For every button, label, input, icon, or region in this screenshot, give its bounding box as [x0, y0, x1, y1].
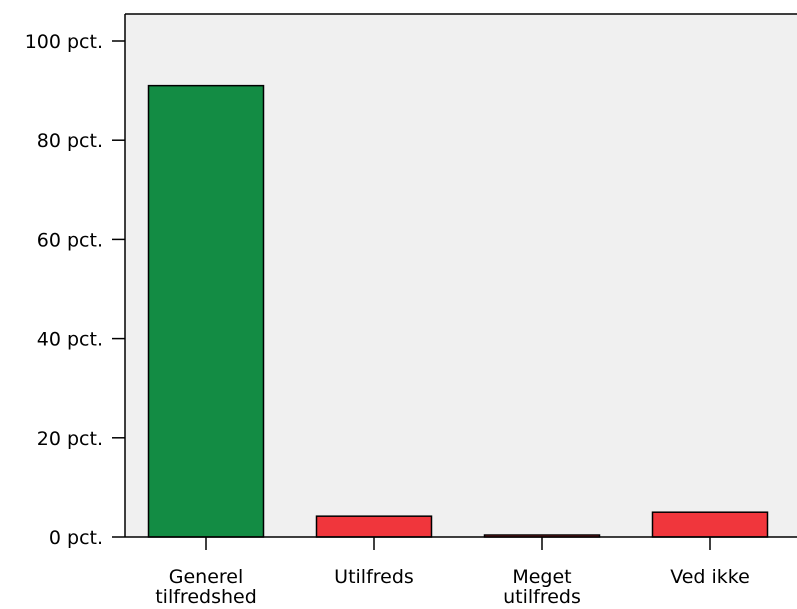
bar [651, 511, 769, 538]
y-tick-label: 100 pct. [25, 31, 103, 53]
bars [147, 84, 769, 538]
x-tick-label: Utilfreds [334, 566, 414, 588]
y-tick-label: 80 pct. [37, 130, 103, 152]
x-tick-label: Meget [512, 566, 571, 588]
x-tick-label: utilfreds [503, 586, 581, 608]
y-axis: 0 pct. 20 pct. 40 pct. 60 pct. 80 pct. 100 pc… [25, 13, 797, 549]
x-tick-label: Generel [169, 566, 244, 588]
y-tick-label: 60 pct. [37, 229, 103, 251]
y-tick-label: 20 pct. [37, 428, 103, 450]
x-tick-label: Ved ikke [670, 566, 750, 588]
y-tick-label: 40 pct. [37, 329, 103, 351]
bar [147, 84, 265, 538]
x-tick-label: tilfredshed [155, 586, 257, 608]
bar [315, 515, 433, 538]
y-tick-label: 0 pct. [49, 527, 103, 549]
